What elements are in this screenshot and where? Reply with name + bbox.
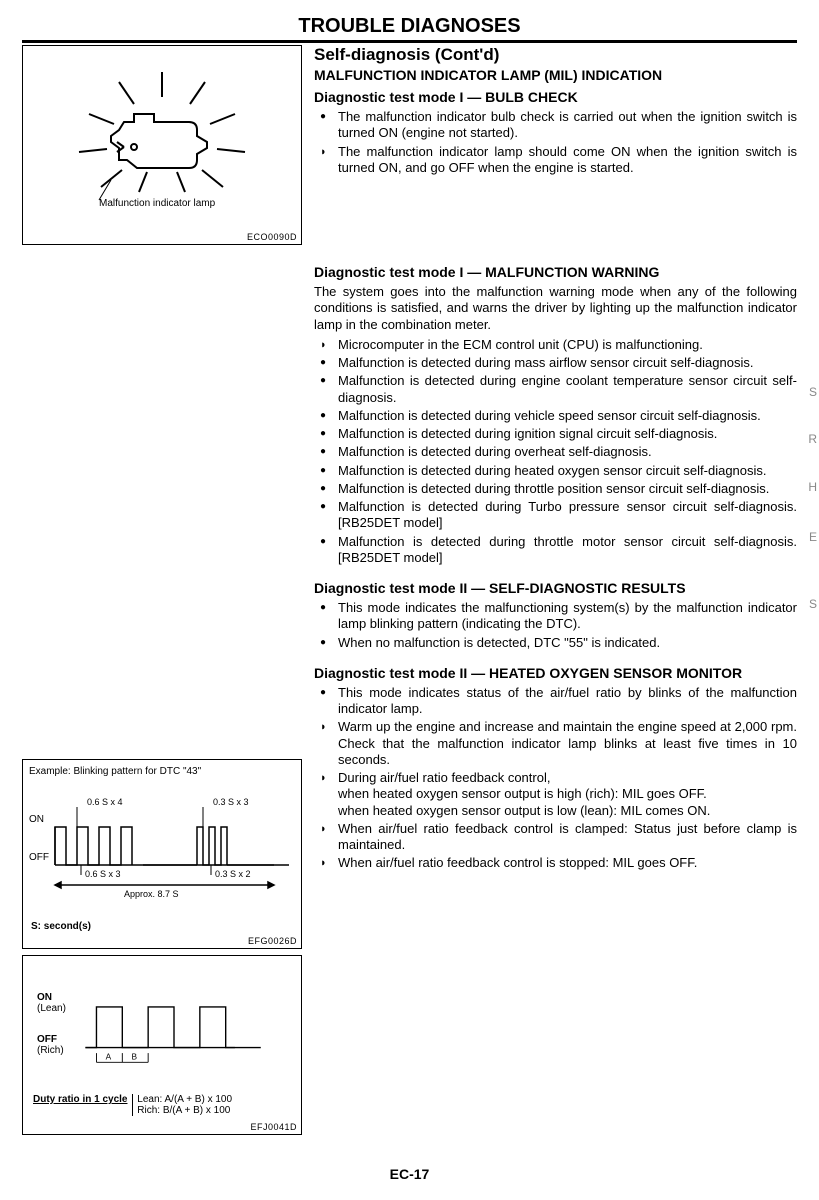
fig2-off: OFF <box>29 852 49 863</box>
fig3-off-text: OFF <box>37 1034 57 1045</box>
fig3-on: ON (Lean) <box>37 992 66 1014</box>
list-item: When air/fuel ratio feedback control is … <box>314 855 797 871</box>
figure-blink-pattern: Example: Blinking pattern for DTC "43" <box>22 759 302 949</box>
mode2-results-bullets: This mode indicates the malfunctioning s… <box>314 600 797 651</box>
duty-ratio-diagram: A B <box>29 970 295 1090</box>
fig3-on-text: ON <box>37 992 52 1003</box>
label-06x4: 0.6 S x 4 <box>87 797 123 807</box>
mode1-warning-heading: Diagnostic test mode I — MALFUNCTION WAR… <box>314 264 797 280</box>
list-item: Warm up the engine and increase and main… <box>314 719 797 768</box>
fig2-legend: S: second(s) <box>31 921 91 932</box>
mode2-o2-bullets: This mode indicates status of the air/fu… <box>314 685 797 872</box>
list-item: When no malfunction is detected, DTC "55… <box>314 635 797 651</box>
section-header: Self-diagnosis (Cont'd) <box>314 45 797 65</box>
edge-letter: H <box>808 480 817 494</box>
list-item: This mode indicates the malfunctioning s… <box>314 600 797 633</box>
fig3-lean-text: (Lean) <box>37 1003 66 1014</box>
list-item: When air/fuel ratio feedback control is … <box>314 821 797 854</box>
label-b: B <box>132 1052 138 1062</box>
left-column: Malfunction indicator lamp ECO0090D Exam… <box>22 45 302 1141</box>
page-footer: EC-17 <box>0 1166 819 1182</box>
list-item: This mode indicates status of the air/fu… <box>314 685 797 718</box>
list-item: Malfunction is detected during overheat … <box>314 444 797 460</box>
fig3-code: EFJ0041D <box>250 1122 297 1132</box>
mode1-warning-bullets: Microcomputer in the ECM control unit (C… <box>314 337 797 566</box>
edge-letter: R <box>808 432 817 446</box>
fig3-off: OFF (Rich) <box>37 1034 64 1056</box>
list-item: Malfunction is detected during Turbo pre… <box>314 499 797 532</box>
duty-label: Duty ratio in 1 cycle <box>33 1094 127 1105</box>
list-item: Malfunction is detected during mass airf… <box>314 355 797 371</box>
list-item: Malfunction is detected during heated ox… <box>314 463 797 479</box>
duty-rich: Rich: B/(A + B) x 100 <box>137 1105 230 1116</box>
mil-caption: Malfunction indicator lamp <box>99 198 215 209</box>
list-item: The malfunction indicator lamp should co… <box>314 144 797 177</box>
fig1-code: ECO0090D <box>247 232 297 242</box>
fig3-duty: Duty ratio in 1 cycle Lean: A/(A + B) x … <box>33 1094 232 1116</box>
fig2-title: Example: Blinking pattern for DTC "43" <box>29 766 295 777</box>
list-item: Microcomputer in the ECM control unit (C… <box>314 337 797 353</box>
mode1-bulb-bullets: The malfunction indicator bulb check is … <box>314 109 797 176</box>
spacer <box>314 180 797 250</box>
right-column: Self-diagnosis (Cont'd) MALFUNCTION INDI… <box>314 45 797 1141</box>
label-03x3: 0.3 S x 3 <box>213 797 249 807</box>
mode2-o2-heading: Diagnostic test mode II — HEATED OXYGEN … <box>314 665 797 681</box>
list-item: Malfunction is detected during throttle … <box>314 534 797 567</box>
blink-pattern-diagram: 0.6 S x 4 0.3 S x 3 0.6 S x 3 0.3 S x 2 … <box>29 777 295 907</box>
fig2-code: EFG0026D <box>248 936 297 946</box>
list-item: During air/fuel ratio feedback control, … <box>314 770 797 819</box>
left-spacer <box>22 251 302 759</box>
edge-letter: E <box>809 530 817 544</box>
list-item: The malfunction indicator bulb check is … <box>314 109 797 142</box>
fig2-legend-text: S: second(s) <box>31 921 91 932</box>
subtitle: MALFUNCTION INDICATOR LAMP (MIL) INDICAT… <box>314 67 797 83</box>
duty-lean: Lean: A/(A + B) x 100 <box>137 1094 232 1105</box>
label-06x3: 0.6 S x 3 <box>85 869 121 879</box>
label-a: A <box>106 1052 112 1062</box>
mode1-warning-intro: The system goes into the malfunction war… <box>314 284 797 333</box>
figure-duty-ratio: A B ON (Lean) OFF (Rich) Duty ratio in 1… <box>22 955 302 1135</box>
mode2-results-heading: Diagnostic test mode II — SELF-DIAGNOSTI… <box>314 580 797 596</box>
label-03x2: 0.3 S x 2 <box>215 869 251 879</box>
mil-lamp-diagram <box>29 52 295 238</box>
page-title: TROUBLE DIAGNOSES <box>22 15 797 43</box>
fig3-rich-text: (Rich) <box>37 1045 64 1056</box>
edge-letter: S <box>809 385 817 399</box>
figure-mil-lamp: Malfunction indicator lamp ECO0090D <box>22 45 302 245</box>
list-item: Malfunction is detected during engine co… <box>314 373 797 406</box>
main-columns: Malfunction indicator lamp ECO0090D Exam… <box>22 45 797 1141</box>
mode1-bulb-heading: Diagnostic test mode I — BULB CHECK <box>314 89 797 105</box>
list-item: Malfunction is detected during ignition … <box>314 426 797 442</box>
fig2-on: ON <box>29 814 44 825</box>
list-item: Malfunction is detected during vehicle s… <box>314 408 797 424</box>
list-item: Malfunction is detected during throttle … <box>314 481 797 497</box>
edge-letter: S <box>809 597 817 611</box>
approx-label: Approx. 8.7 S <box>124 889 179 899</box>
